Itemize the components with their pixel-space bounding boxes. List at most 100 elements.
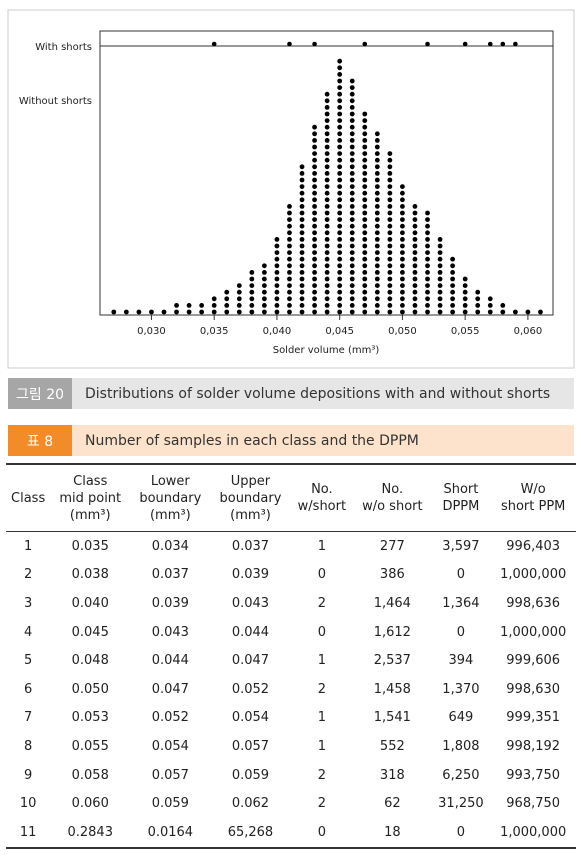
short-dot: [500, 41, 506, 47]
table-cell: 0.059: [151, 796, 189, 812]
sample-dot: [224, 296, 230, 302]
sample-dot: [324, 270, 330, 275]
sample-dot: [236, 283, 242, 288]
sample-dot: [287, 243, 292, 249]
caption-label: 표 8: [8, 425, 72, 456]
header-cell: Short DPPM: [431, 463, 491, 532]
sample-dot: [312, 124, 317, 130]
sample-dot: [349, 78, 355, 84]
sample-dot: [274, 283, 280, 288]
table-cell: 1,541: [373, 710, 411, 726]
sample-dot: [425, 283, 430, 288]
sample-dot: [274, 256, 280, 262]
sample-dot: [437, 303, 443, 308]
sample-dot: [299, 243, 305, 249]
sample-dot: [400, 250, 405, 256]
sample-dot: [374, 151, 380, 157]
sample-dot: [425, 276, 430, 282]
sample-dot: [374, 237, 380, 242]
sample-dot: [337, 250, 343, 256]
table-cell: 0: [317, 624, 326, 640]
table-cell: 18: [353, 817, 432, 849]
sample-dot: [324, 303, 330, 308]
sample-dot: [425, 210, 430, 216]
sample-dot: [312, 210, 317, 216]
sample-dot: [512, 309, 518, 315]
sample-dot: [312, 157, 317, 163]
sample-dot: [349, 118, 355, 123]
sample-dot: [287, 283, 292, 288]
sample-dot: [324, 171, 330, 176]
short-dot: [425, 41, 430, 47]
sample-dot: [387, 190, 393, 196]
sample-dot: [312, 270, 317, 275]
table-cell: 0.059: [231, 767, 270, 783]
sample-dot: [349, 171, 355, 176]
sample-dot: [324, 197, 330, 203]
sample-dot: [450, 309, 456, 315]
sample-dot: [362, 171, 368, 176]
sample-dot: [437, 250, 443, 256]
sample-dot: [299, 309, 305, 315]
sample-dot: [236, 303, 242, 308]
table-cell: 6: [23, 681, 33, 697]
sample-dot: [337, 151, 343, 157]
sample-dot: [349, 230, 355, 236]
sample-dot: [525, 309, 531, 315]
sample-dot: [349, 164, 355, 170]
sample-dot: [312, 144, 317, 150]
sample-dot: [349, 223, 355, 229]
sample-dot: [324, 124, 330, 130]
sample-dot: [261, 303, 267, 308]
sample-dot: [324, 289, 330, 295]
sample-dot: [387, 177, 393, 183]
sample-dot: [374, 223, 380, 229]
sample-dot: [349, 237, 355, 242]
sample-dot: [261, 283, 267, 288]
sample-dot: [236, 289, 242, 295]
sample-dot: [374, 309, 380, 315]
sample-dot: [362, 276, 368, 282]
sample-dot: [349, 184, 355, 190]
header-line: Short: [443, 482, 479, 497]
table-cell: 2: [317, 796, 326, 812]
sample-dot: [337, 283, 343, 288]
sample-dot: [349, 263, 355, 269]
sample-dot: [374, 144, 380, 150]
sample-dot: [312, 177, 317, 183]
table-row: 4 0.045 0.043 0.044 0 1,612 0 1,000,000: [6, 618, 576, 647]
sample-dot: [412, 237, 418, 242]
sample-dot: [387, 151, 393, 157]
table-cell: 998,630: [506, 681, 561, 697]
short-dot: [312, 41, 317, 47]
sample-dot: [412, 303, 418, 308]
sample-dot: [349, 111, 355, 117]
table-cell: 3: [23, 595, 33, 611]
sample-dot: [324, 223, 330, 229]
sample-dot: [312, 204, 317, 209]
table-cell: 993,750: [506, 767, 561, 783]
table-cell: 2,537: [373, 653, 411, 669]
sample-dot: [299, 270, 305, 275]
sample-dot: [174, 303, 179, 308]
table-cell: 0.0164: [130, 817, 211, 849]
table-cell: 31,250: [438, 796, 484, 812]
sample-dot: [274, 303, 280, 308]
sample-dot: [337, 105, 343, 110]
sample-dot: [412, 217, 418, 223]
sample-dot: [412, 296, 418, 302]
sample-dot: [174, 309, 179, 315]
sample-dot: [374, 197, 380, 203]
table-cell: 0.050: [71, 681, 109, 697]
header-line: W/o: [520, 482, 546, 497]
sample-dot: [349, 283, 355, 288]
table-cell: 9: [23, 767, 33, 783]
sample-dot: [299, 303, 305, 308]
sample-dot: [475, 289, 481, 295]
sample-dot: [487, 296, 493, 302]
table-cell: 1,000,000: [490, 817, 576, 849]
sample-dot: [274, 276, 280, 282]
sample-dot: [349, 105, 355, 110]
sample-dot: [362, 131, 368, 137]
header-line: (mm³): [149, 507, 191, 523]
